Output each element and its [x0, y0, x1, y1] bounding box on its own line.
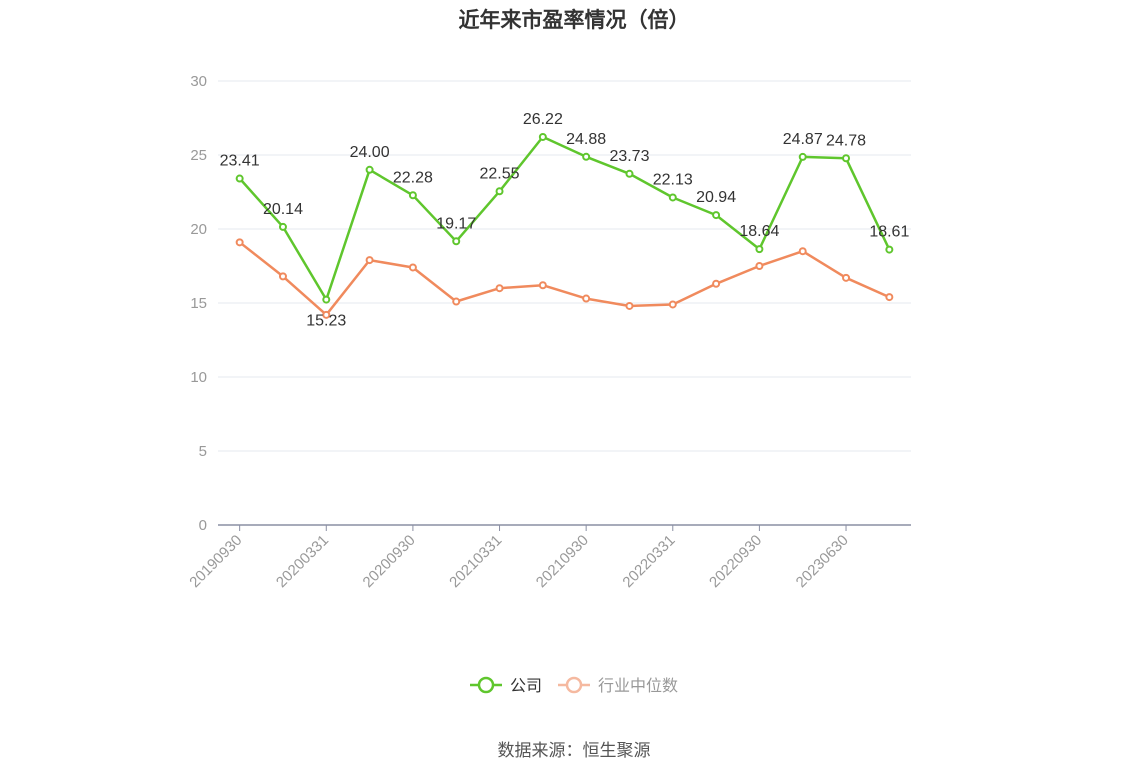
data-source: 数据来源：恒生聚源	[497, 741, 651, 761]
data-label: 23.73	[609, 148, 649, 165]
data-label: 15.23	[306, 313, 346, 330]
data-point[interactable]	[278, 272, 287, 281]
data-label: 20.94	[696, 189, 736, 206]
data-point[interactable]	[452, 237, 461, 246]
data-label: 24.88	[566, 131, 606, 148]
legend-item-company[interactable]: 公司	[470, 676, 542, 695]
series-group	[235, 132, 894, 319]
data-point[interactable]	[712, 211, 721, 220]
legend-label: 行业中位数	[598, 677, 678, 695]
data-label: 24.87	[783, 131, 823, 148]
y-tick-label: 30	[190, 73, 207, 90]
data-point[interactable]	[538, 132, 547, 141]
data-label: 24.78	[826, 132, 866, 149]
data-point[interactable]	[668, 300, 677, 309]
x-tick-label: 20190930	[186, 532, 245, 591]
y-tick-label: 0	[199, 517, 207, 534]
data-point[interactable]	[495, 187, 504, 196]
data-point[interactable]	[365, 165, 374, 174]
y-tick-label: 10	[190, 369, 207, 386]
chart-title: 近年来市盈率情况（倍）	[458, 8, 690, 32]
x-tick-label: 20200930	[360, 532, 419, 591]
x-tick-label: 20200331	[273, 532, 332, 591]
data-label: 26.22	[523, 111, 563, 128]
data-label: 18.61	[869, 224, 909, 241]
data-point[interactable]	[625, 169, 634, 178]
data-point[interactable]	[408, 263, 417, 272]
data-label: 23.41	[220, 153, 260, 170]
legend-marker	[565, 676, 583, 694]
x-tick-label: 20220331	[619, 532, 678, 591]
data-point[interactable]	[322, 295, 331, 304]
data-label: 20.14	[263, 201, 303, 218]
data-point[interactable]	[582, 152, 591, 161]
data-point[interactable]	[235, 174, 244, 183]
y-axis: 0 5 10 15 20 25 30	[190, 73, 207, 534]
data-point[interactable]	[885, 293, 894, 302]
data-point[interactable]	[408, 191, 417, 200]
x-axis: 20190930 20200331 20200930 20210331 20210930…	[186, 524, 911, 591]
data-point[interactable]	[322, 310, 331, 319]
legend-marker	[477, 676, 495, 694]
data-point[interactable]	[538, 281, 547, 290]
data-label: 18.64	[739, 223, 779, 240]
data-point[interactable]	[235, 238, 244, 247]
data-point[interactable]	[278, 222, 287, 231]
data-point[interactable]	[712, 279, 721, 288]
data-label: 24.00	[350, 144, 390, 161]
legend[interactable]: 公司 行业中位数	[470, 676, 678, 695]
data-point[interactable]	[755, 262, 764, 270]
data-point[interactable]	[495, 284, 504, 293]
data-point[interactable]	[755, 245, 764, 254]
data-label: 22.13	[653, 171, 693, 188]
data-point[interactable]	[842, 154, 851, 163]
data-label: 22.28	[393, 169, 433, 186]
data-point[interactable]	[885, 245, 894, 254]
y-tick-label: 25	[190, 147, 207, 164]
data-point[interactable]	[798, 152, 807, 161]
data-point[interactable]	[842, 273, 851, 282]
x-tick-label: 20230630	[793, 532, 852, 591]
data-point[interactable]	[798, 247, 807, 256]
y-tick-label: 15	[190, 295, 207, 312]
series-line-company	[238, 135, 891, 301]
y-tick-label: 5	[199, 443, 207, 460]
x-tick-label: 20220930	[706, 532, 765, 591]
data-point[interactable]	[625, 301, 634, 310]
data-point[interactable]	[668, 193, 677, 202]
grid-lines	[218, 80, 911, 452]
x-tick-label: 20210930	[533, 532, 592, 591]
legend-label: 公司	[510, 678, 542, 695]
x-tick-label: 20210331	[446, 532, 505, 591]
legend-item-industry[interactable]: 行业中位数	[558, 676, 678, 695]
series-line-industry	[238, 241, 890, 317]
data-point[interactable]	[365, 256, 374, 265]
y-tick-label: 20	[190, 221, 207, 238]
data-point[interactable]	[582, 294, 591, 303]
data-label: 19.17	[436, 215, 476, 232]
data-label: 22.55	[480, 165, 520, 182]
data-point[interactable]	[452, 297, 461, 306]
